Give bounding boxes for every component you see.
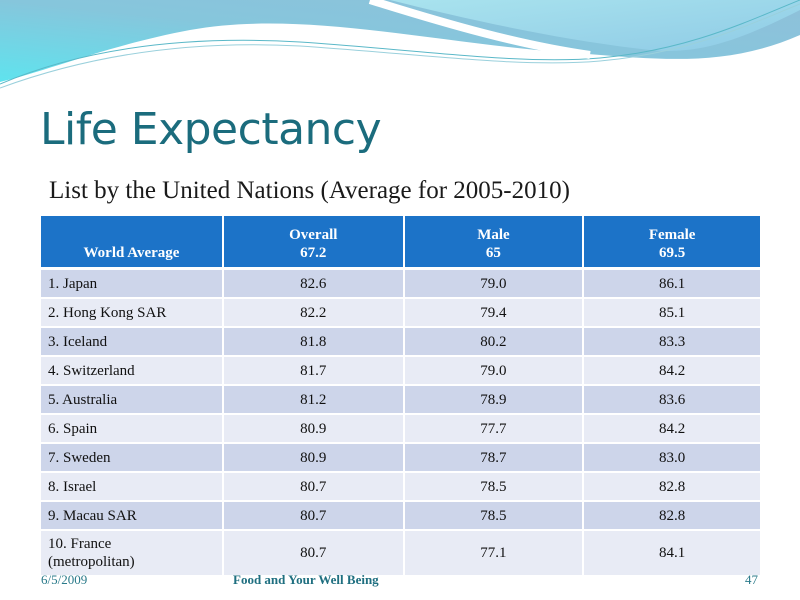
- overall-cell: 81.8: [222, 327, 405, 357]
- overall-cell: 80.7: [222, 472, 405, 502]
- country-qualifier: (metropolitan): [48, 554, 135, 570]
- female-cell: 83.0: [583, 443, 760, 473]
- country-cell: 8. Israel: [41, 472, 224, 502]
- country-cell: 10. France (metropolitan): [41, 530, 224, 577]
- country-cell: 6. Spain: [41, 414, 224, 444]
- country-cell: 1. Japan: [41, 268, 224, 299]
- table-row: 8. Israel 80.7 78.5 82.8: [41, 472, 760, 502]
- header-male: Male 65: [403, 216, 585, 270]
- overall-cell: 80.7: [222, 530, 405, 577]
- male-cell: 80.2: [403, 327, 585, 357]
- male-cell: 77.7: [403, 414, 585, 444]
- decorative-wave-banner: [0, 0, 800, 89]
- overall-cell: 82.6: [222, 268, 405, 299]
- country-cell: 4. Switzerland: [41, 356, 224, 386]
- table-row: 7. Sweden 80.9 78.7 83.0: [41, 443, 760, 473]
- overall-cell: 81.2: [222, 385, 405, 415]
- table-row: 5. Australia 81.2 78.9 83.6: [41, 385, 760, 415]
- overall-cell: 80.9: [222, 443, 405, 473]
- footer-page-number: 47: [745, 572, 758, 587]
- table-row: 10. France (metropolitan) 80.7 77.1 84.1: [41, 530, 760, 577]
- header-label: Overall: [289, 227, 338, 243]
- table-row: 1. Japan 82.6 79.0 86.1: [41, 268, 760, 299]
- country-name: 10. France: [48, 536, 112, 552]
- header-overall: Overall 67.2: [222, 216, 405, 270]
- female-cell: 84.2: [583, 414, 760, 444]
- table-row: 3. Iceland 81.8 80.2 83.3: [41, 327, 760, 357]
- male-cell: 79.4: [403, 298, 585, 328]
- life-expectancy-table: World Average Overall 67.2 Male 65 Female 6…: [41, 216, 760, 577]
- female-cell: 82.8: [583, 501, 760, 531]
- table-row: 2. Hong Kong SAR 82.2 79.4 85.1: [41, 298, 760, 328]
- header-label: Female: [648, 227, 696, 243]
- header-value: 65: [485, 245, 501, 261]
- table-header-row: World Average Overall 67.2 Male 65 Female 6…: [41, 216, 760, 270]
- table-row: 6. Spain 80.9 77.7 84.2: [41, 414, 760, 444]
- female-cell: 85.1: [583, 298, 760, 328]
- country-cell: 9. Macau SAR: [41, 501, 224, 531]
- male-cell: 79.0: [403, 356, 585, 386]
- female-cell: 86.1: [583, 268, 760, 299]
- male-cell: 78.9: [403, 385, 585, 415]
- female-cell: 83.3: [583, 327, 760, 357]
- overall-cell: 80.7: [222, 501, 405, 531]
- male-cell: 77.1: [403, 530, 585, 577]
- header-label: World Average: [83, 245, 180, 261]
- table-row: 4. Switzerland 81.7 79.0 84.2: [41, 356, 760, 386]
- overall-cell: 80.9: [222, 414, 405, 444]
- footer-date: 6/5/2009: [41, 572, 88, 587]
- header-value: 67.2: [300, 245, 327, 261]
- female-cell: 83.6: [583, 385, 760, 415]
- header-female: Female 69.5: [583, 216, 760, 270]
- overall-cell: 82.2: [222, 298, 405, 328]
- table-row: 9. Macau SAR 80.7 78.5 82.8: [41, 501, 760, 531]
- header-label: Male: [477, 227, 510, 243]
- header-world-average: World Average: [41, 216, 224, 270]
- header-value: 69.5: [659, 245, 686, 261]
- overall-cell: 81.7: [222, 356, 405, 386]
- country-cell: 3. Iceland: [41, 327, 224, 357]
- male-cell: 79.0: [403, 268, 585, 299]
- slide-title: Life Expectancy: [40, 104, 382, 155]
- country-cell: 2. Hong Kong SAR: [41, 298, 224, 328]
- country-cell: 5. Australia: [41, 385, 224, 415]
- female-cell: 84.1: [583, 530, 760, 577]
- male-cell: 78.7: [403, 443, 585, 473]
- footer-title: Food and Your Well Being: [233, 572, 379, 587]
- male-cell: 78.5: [403, 501, 585, 531]
- male-cell: 78.5: [403, 472, 585, 502]
- country-cell: 7. Sweden: [41, 443, 224, 473]
- slide-subtitle: List by the United Nations (Average for …: [49, 177, 570, 204]
- female-cell: 84.2: [583, 356, 760, 386]
- female-cell: 82.8: [583, 472, 760, 502]
